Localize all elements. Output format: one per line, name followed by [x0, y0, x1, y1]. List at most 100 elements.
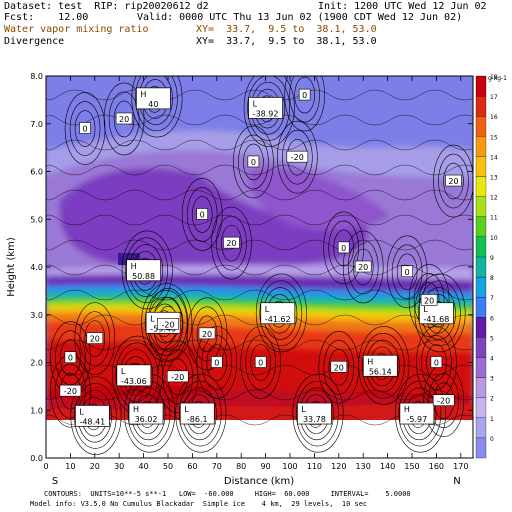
contour-line [46, 339, 473, 351]
contour-ring [250, 344, 272, 381]
x-tick-label: 20 [90, 462, 100, 471]
contour-value: 20 [90, 335, 100, 344]
field2-name: Divergence [4, 36, 65, 47]
contour-ring [240, 326, 282, 399]
colorbar-swatch [475, 75, 487, 97]
endpoint-right: N [453, 476, 460, 487]
x-tick-label: 50 [163, 462, 173, 471]
contour-value: 0 [200, 210, 205, 219]
colorbar-label: 10 [490, 235, 498, 242]
colorbar-label: 14 [490, 154, 498, 161]
contour-value-label: 20 [198, 327, 216, 340]
contour-ring [69, 101, 101, 156]
contour-ring [294, 76, 315, 114]
contour-value: 0 [302, 91, 307, 100]
colorbar-label: 3 [490, 376, 494, 383]
contour-ring [277, 120, 318, 194]
extremum-high: H36.02 [128, 402, 164, 425]
extremum-type: L [301, 405, 306, 414]
contour-ring [323, 339, 355, 395]
contour-value: 0 [251, 158, 256, 167]
contour-value: -20 [437, 397, 450, 406]
field2-xy: XY= 33.7, 9.5 to 38.1, 53.0 [196, 36, 377, 47]
colorbar-label: 9 [490, 255, 494, 262]
extremum-type: L [423, 305, 428, 314]
contour-ring [206, 344, 228, 381]
contour-ring [243, 76, 295, 147]
x-tick-label: 150 [404, 462, 419, 471]
contour-value-label: 20 [115, 112, 133, 125]
extremum-type: H [133, 405, 139, 414]
contour-value: -20 [161, 320, 174, 329]
x-tick-label: 70 [212, 462, 222, 471]
contour-value: -20 [291, 153, 304, 162]
contour-ring [259, 280, 303, 347]
contour-value: 0 [258, 359, 263, 368]
extremum-type: L [265, 305, 270, 314]
contour-ring [186, 297, 228, 371]
colorbar-label: 4 [490, 355, 494, 362]
contour-ring [438, 153, 469, 209]
extremum-low: L-41.62 [260, 302, 296, 325]
extremum-value: -43.06 [121, 377, 147, 386]
contour-line [46, 314, 473, 326]
contour-ring [284, 76, 325, 132]
contour-value-label: 20 [420, 294, 438, 306]
extremum-value: -5.97 [407, 415, 428, 424]
contour-ring [423, 364, 465, 438]
colorbar-swatch [475, 397, 487, 418]
extremum-type: L [184, 405, 189, 414]
colorbar-swatch [475, 196, 487, 217]
contour-value: 20 [226, 239, 236, 248]
y-tick-label: 1.0 [30, 406, 43, 415]
contour-ring [70, 376, 122, 455]
contour-ring [233, 125, 274, 199]
contour-line [46, 164, 473, 176]
y-tick-label: 2.0 [30, 359, 43, 368]
contour-ring [426, 344, 447, 381]
contour-ring [55, 330, 86, 386]
contour-ring [245, 335, 277, 390]
contour-ring [211, 206, 252, 280]
contour-ring [347, 239, 379, 295]
contour-ring [113, 100, 135, 138]
colorbar-label: 16 [490, 114, 498, 121]
forecast-hour: Fcst: 12.00 [4, 12, 89, 23]
contour-ring [135, 76, 178, 132]
contour-line [46, 239, 473, 251]
x-tick-label: 40 [139, 462, 149, 471]
contour-ring [79, 311, 111, 366]
field1-xy: XY= 33.7, 9.5 to 38.1, 53.0 [196, 24, 377, 35]
colorbar-swatch [475, 297, 487, 318]
contour-line [46, 264, 473, 276]
model-info: Model info: V3.5.0 No Cumulus Blackadar … [30, 500, 368, 508]
contour-value-label: 0 [196, 208, 208, 220]
colorbar-label: 5 [490, 335, 494, 342]
extremum-type: H [404, 405, 410, 414]
x-tick-label: 30 [114, 462, 124, 471]
contour-ring [282, 129, 313, 185]
contour-value-label: -20 [157, 317, 179, 330]
contour-line [46, 139, 473, 151]
contour-value-label: 20 [445, 174, 462, 187]
x-tick-label: 140 [380, 462, 395, 471]
contour-ring [191, 196, 213, 233]
contour-value: 20 [358, 263, 368, 272]
colorbar-swatch [475, 216, 487, 237]
contour-ring [74, 383, 117, 449]
colorbar-label: 13 [490, 175, 498, 182]
x-tick-label: 90 [261, 462, 271, 471]
extremum-type: L [150, 314, 155, 323]
contour-line [46, 189, 473, 201]
colorbar-swatch [475, 417, 487, 439]
colorbar-swatch [475, 176, 487, 197]
contour-value-label: 20 [223, 236, 240, 249]
colorbar-label: 17 [490, 94, 498, 101]
contour-value: 20 [424, 296, 434, 305]
contour-value: 0 [214, 359, 219, 368]
contour-ring [318, 330, 360, 404]
contour-ring [421, 335, 452, 390]
contour-value-label: -20 [59, 384, 82, 397]
